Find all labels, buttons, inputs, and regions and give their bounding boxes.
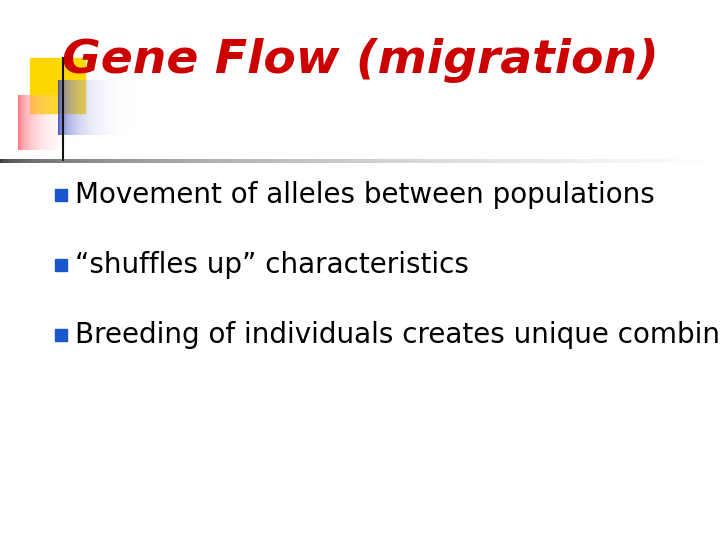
Text: Breeding of individuals creates unique combinations: Breeding of individuals creates unique c… <box>75 321 720 349</box>
Text: Gene Flow (migration): Gene Flow (migration) <box>62 38 658 83</box>
Bar <box>55 329 67 341</box>
Bar <box>30 58 85 113</box>
Text: Movement of alleles between populations: Movement of alleles between populations <box>75 181 654 209</box>
Bar <box>55 259 67 271</box>
Bar <box>55 189 67 201</box>
Text: “shuffles up” characteristics: “shuffles up” characteristics <box>75 251 469 279</box>
